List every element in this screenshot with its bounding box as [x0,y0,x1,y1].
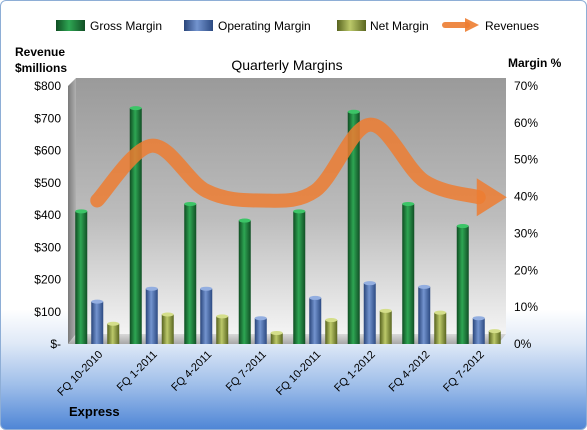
right-axis-title: Margin % [508,56,562,70]
left-axis-ticks: $- $100 $200 $300 $400 $500 $600 $700 $800 [34,79,61,351]
bar-gross-margin [129,106,142,344]
right-tick-label: 40% [514,190,538,204]
right-tick-label: 10% [514,300,538,314]
bars-layer [75,106,501,344]
right-tick-label: 70% [514,79,538,93]
x-tick-label: FQ 7-2011 [224,349,269,394]
footer-label: Express [69,404,120,419]
right-tick-label: 20% [514,263,538,277]
bar-operating-margin [200,286,213,344]
bar-net-margin [270,330,283,344]
revenue-arrowhead [476,178,507,217]
plot-side-wall [68,78,76,344]
bar-net-margin [379,308,392,344]
x-tick-label: FQ 4-2012 [387,349,433,395]
left-tick-label: $800 [34,79,61,93]
bar-net-margin [434,310,447,344]
left-tick-label: $600 [34,144,61,158]
legend: Gross Margin Operating Margin Net Margin… [56,18,539,33]
right-tick-label: 0% [514,337,532,351]
left-tick-label: $300 [34,240,61,254]
bar-operating-margin [363,281,376,344]
x-tick-label: FQ 7-2012 [441,349,487,395]
legend-label-gross-margin: Gross Margin [90,19,162,33]
right-axis-ticks: 0% 10% 20% 30% 40% 50% 60% 70% [514,79,538,351]
left-tick-label: $700 [34,111,61,125]
legend-swatch-gross-margin [56,20,85,31]
bar-operating-margin [91,299,104,344]
bar-net-margin [161,312,174,344]
left-tick-label: $500 [34,176,61,190]
x-tick-label: FQ 10-2011 [274,349,323,398]
bar-operating-margin [309,295,322,344]
bar-net-margin [488,329,501,344]
right-tick-label: 60% [514,116,538,130]
bar-gross-margin [293,209,306,344]
left-tick-label: $200 [34,273,61,287]
chart-title: Quarterly Margins [231,57,342,73]
left-tick-label: $100 [34,305,61,319]
right-tick-label: 30% [514,226,538,240]
revenue-line-layer [90,117,507,217]
bar-gross-margin [184,201,197,344]
bar-gross-margin [347,109,360,344]
legend-label-revenues: Revenues [485,19,539,33]
legend-label-operating-margin: Operating Margin [218,19,311,33]
left-tick-label: $400 [34,208,61,222]
x-tick-label: FQ 4-2011 [169,349,214,394]
bar-operating-margin [254,316,267,344]
bar-operating-margin [472,316,485,344]
plot-floor [68,334,506,344]
legend-swatch-operating-margin [184,20,213,31]
left-axis-title-line2: $millions [15,61,67,75]
bar-net-margin [325,318,338,344]
bar-net-margin [216,314,229,344]
x-tick-label: FQ 1-2012 [332,349,378,395]
left-axis-title-line1: Revenue [15,45,65,59]
x-axis-ticks: FQ 10-2010 FQ 1-2011 FQ 4-2011 FQ 7-2011 FQ … [55,349,486,399]
bar-operating-margin [145,286,158,344]
bar-gross-margin [75,209,88,344]
legend-swatch-net-margin [337,20,366,31]
x-tick-label: FQ 1-2011 [115,349,160,394]
legend-swatch-revenues [442,18,479,32]
bar-gross-margin [402,201,415,344]
bar-operating-margin [418,284,431,344]
legend-label-net-margin: Net Margin [370,19,429,33]
bar-gross-margin [456,224,469,344]
right-tick-label: 50% [514,153,538,167]
bar-net-margin [107,321,120,344]
left-tick-label: $- [50,337,61,351]
x-tick-label: FQ 10-2010 [55,349,105,399]
bar-gross-margin [238,218,251,344]
